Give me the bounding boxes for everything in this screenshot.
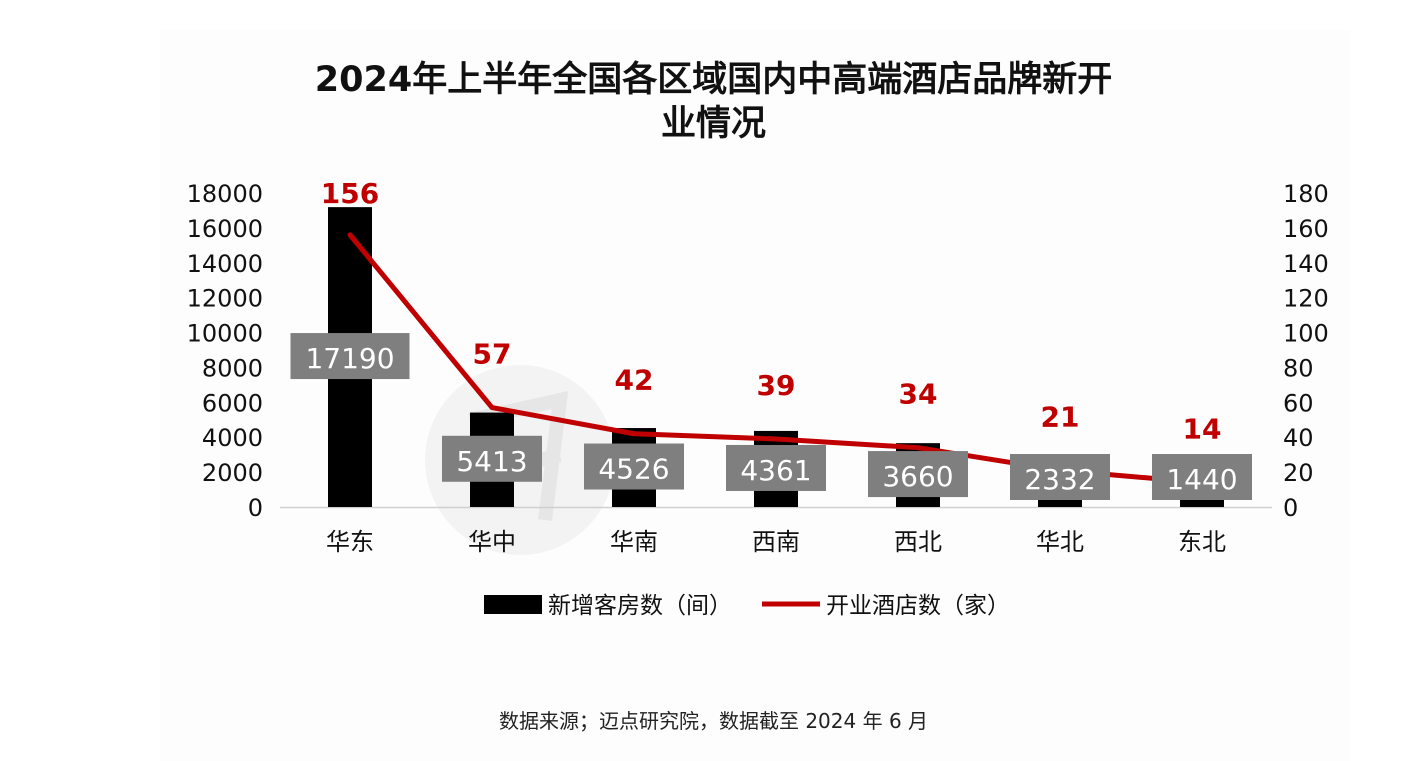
line-data-label: 39 — [757, 369, 796, 402]
x-tick-label: 华南 — [610, 528, 658, 556]
y-right-tick-label: 120 — [1283, 285, 1329, 313]
y-right-tick-label: 40 — [1283, 424, 1314, 452]
x-tick-label: 东北 — [1178, 528, 1226, 556]
bar-data-label-box — [584, 443, 684, 490]
bar-data-label-box — [868, 451, 968, 498]
chart-source: 数据来源；迈点研究院，数据截至 2024 年 6 月 — [498, 709, 929, 733]
bar-data-label: 5413 — [456, 445, 527, 478]
y-left-tick-label: 8000 — [202, 354, 263, 382]
y-right-tick-label: 80 — [1283, 354, 1314, 382]
x-tick-label: 西北 — [894, 528, 942, 556]
y-right-tick-label: 20 — [1283, 459, 1314, 487]
bar-data-label-box — [442, 435, 542, 482]
line-data-label: 42 — [615, 364, 654, 397]
bar-data-label-box — [1010, 454, 1110, 500]
y-right-tick-label: 180 — [1283, 180, 1329, 208]
y-left-tick-label: 4000 — [202, 424, 263, 452]
bar-data-label: 17190 — [305, 342, 394, 375]
y-left-tick-label: 18000 — [187, 180, 263, 208]
bar-data-label-box — [726, 444, 826, 491]
y-left-tick-label: 12000 — [187, 285, 263, 313]
x-tick-label: 西南 — [752, 528, 800, 556]
bar-data-label: 1440 — [1166, 463, 1237, 496]
line-data-label: 21 — [1041, 400, 1080, 433]
bar-data-label: 3660 — [882, 460, 953, 493]
bar-data-label-box — [1152, 454, 1252, 500]
y-left-tick-label: 14000 — [187, 250, 263, 278]
y-left-tick-label: 6000 — [202, 389, 263, 417]
y-right-tick-label: 60 — [1283, 389, 1314, 417]
y-right-tick-label: 0 — [1283, 494, 1298, 522]
y-right-tick-label: 160 — [1283, 215, 1329, 243]
x-tick-label: 华中 — [468, 528, 516, 556]
chart-title: 2024年上半年全国各区域国内中高端酒店品牌新开 业情况 — [0, 58, 1427, 146]
title-line-1: 2024年上半年全国各区域国内中高端酒店品牌新开 — [314, 60, 1113, 100]
line-data-label: 34 — [899, 378, 938, 411]
title-line-2: 业情况 — [660, 104, 766, 144]
bar-data-label: 4526 — [598, 453, 669, 486]
y-right-tick-label: 140 — [1283, 250, 1329, 278]
y-left-tick-label: 2000 — [202, 459, 263, 487]
legend-bar-label: 新增客房数（间） — [548, 593, 732, 619]
legend-line-label: 开业酒店数（家） — [826, 593, 1010, 619]
legend-bar-swatch — [484, 595, 542, 614]
bar-data-label: 4361 — [740, 454, 811, 487]
y-left-tick-label: 0 — [248, 494, 263, 522]
bar-data-label-box — [290, 333, 410, 380]
line-data-label: 14 — [1183, 413, 1222, 446]
x-tick-label: 华北 — [1036, 528, 1084, 556]
bar-data-label: 2332 — [1024, 463, 1095, 496]
line-data-label: 156 — [321, 177, 379, 210]
line-data-label: 57 — [473, 338, 512, 371]
y-right-tick-label: 100 — [1283, 320, 1329, 348]
y-left-tick-label: 10000 — [187, 320, 263, 348]
x-tick-label: 华东 — [326, 528, 374, 556]
y-left-tick-label: 16000 — [187, 215, 263, 243]
